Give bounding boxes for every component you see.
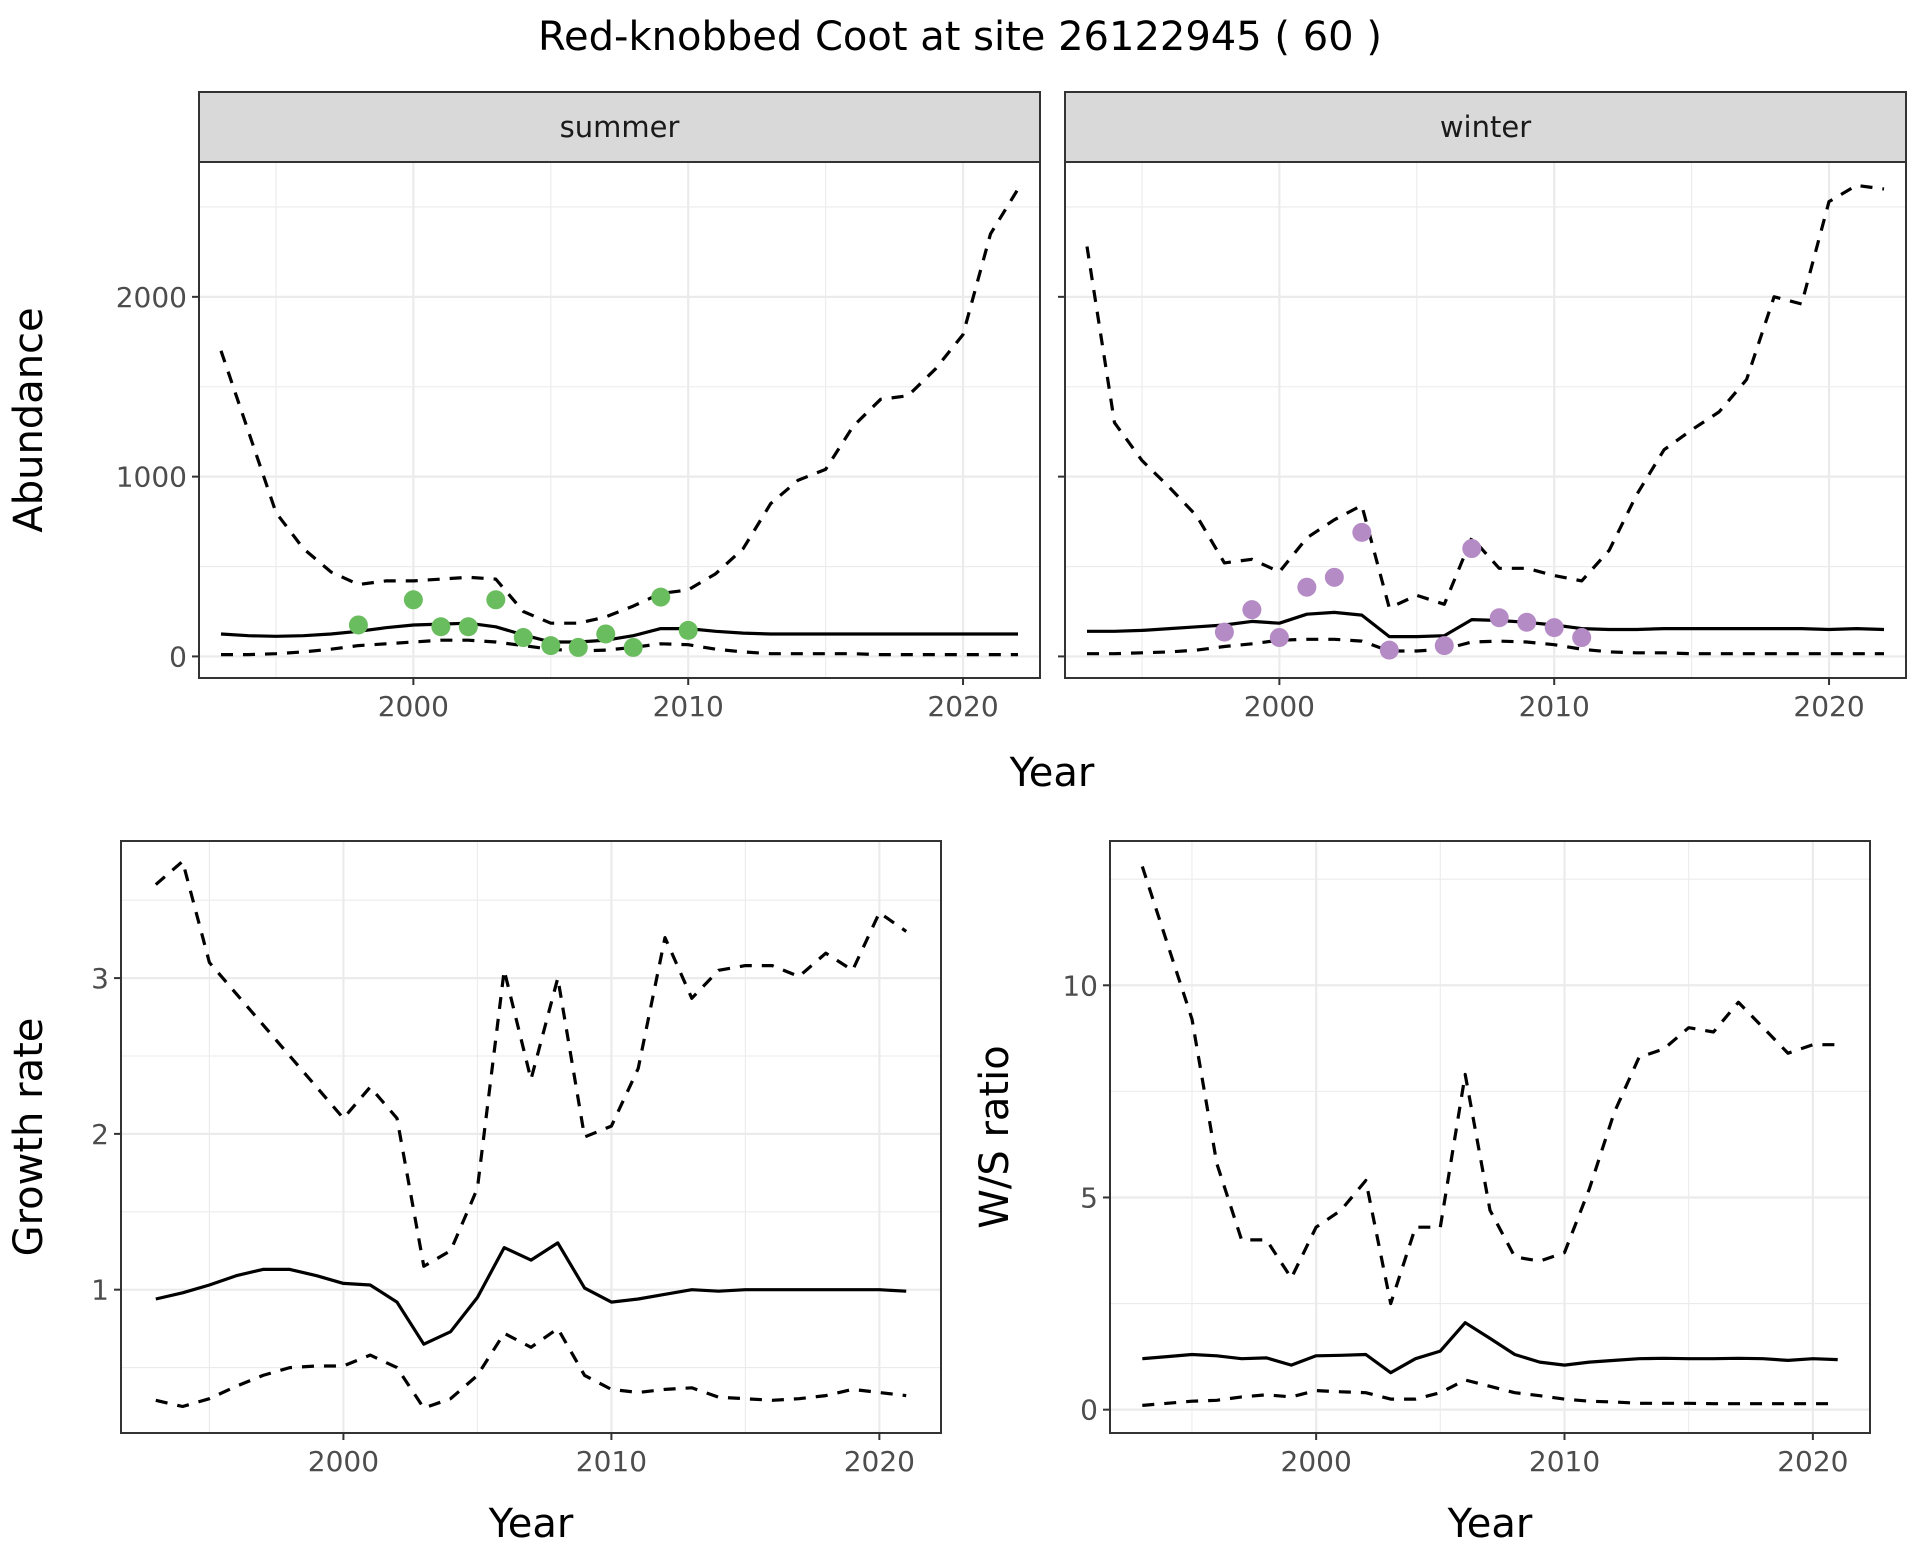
x-tick-label: 2010 xyxy=(576,1445,647,1478)
data-point xyxy=(348,615,368,635)
data-point xyxy=(1269,628,1289,648)
panel-growth: 2000 2010 2020 1 2 3 Growth rate Year xyxy=(6,840,942,1547)
data-point xyxy=(1489,608,1509,628)
y-axis-title: Growth rate xyxy=(6,1018,52,1257)
data-point xyxy=(1297,577,1317,597)
y-tick-label: 0 xyxy=(169,640,187,673)
y-tick-label: 10 xyxy=(1062,969,1098,1002)
panel-background xyxy=(1065,162,1906,678)
series-line-lower xyxy=(1087,637,1884,656)
facet-strip xyxy=(1064,91,1907,163)
panel-ws_ratio: 2000 2010 2020 0 5 10 W/S ratio Year xyxy=(972,840,1871,1547)
y-tick-label: 2000 xyxy=(116,281,187,314)
figure-title: Red-knobbed Coot at site 26122945 ( 60 ) xyxy=(538,14,1382,60)
data-point xyxy=(596,624,616,644)
series-line-lower xyxy=(221,638,1018,657)
y-tick-label: 2 xyxy=(91,1118,109,1151)
series-line-upper xyxy=(154,859,908,1268)
y-axis-title: W/S ratio xyxy=(972,1045,1018,1228)
data-point xyxy=(568,637,588,657)
x-tick-label: 2010 xyxy=(653,690,724,723)
series-line-upper xyxy=(1140,866,1838,1306)
x-tick-label: 2020 xyxy=(844,1445,915,1478)
x-tick-label: 2010 xyxy=(1519,690,1590,723)
data-point xyxy=(678,620,698,640)
data-point xyxy=(623,637,643,657)
y-tick-label: 3 xyxy=(91,962,109,995)
panel-background xyxy=(199,162,1040,678)
data-point xyxy=(1572,628,1592,648)
x-tick-label: 2000 xyxy=(308,1445,379,1478)
data-point xyxy=(513,628,533,648)
data-point xyxy=(458,617,478,637)
panel-winter: winter 2000 2010 2020 xyxy=(1058,91,1907,723)
y-tick-label: 1000 xyxy=(116,461,187,494)
panel-summer: summer 2000 2010 2020 0 1000 2000 Abundance xyxy=(6,91,1041,723)
panel-border xyxy=(120,840,942,1434)
x-tick-label: 2020 xyxy=(1793,690,1864,723)
x-axis-title: Year xyxy=(1447,1501,1533,1547)
data-point xyxy=(1379,640,1399,660)
x-tick-label: 2000 xyxy=(378,690,449,723)
data-point xyxy=(1462,539,1482,559)
data-point xyxy=(1324,567,1344,587)
data-point xyxy=(403,590,423,610)
data-point xyxy=(651,587,671,607)
data-point xyxy=(431,617,451,637)
y-tick-label: 1 xyxy=(91,1274,109,1307)
panel-background xyxy=(1110,841,1870,1433)
y-tick-label: 0 xyxy=(1080,1394,1098,1427)
series-line-lower xyxy=(1142,1378,1838,1407)
series-line-mean xyxy=(1142,1321,1838,1375)
x-tick-label: 2020 xyxy=(1777,1445,1848,1478)
data-point xyxy=(486,590,506,610)
panel-background xyxy=(121,841,941,1433)
top-x-axis-title: Year xyxy=(1009,750,1095,796)
facet-strip-label: summer xyxy=(560,110,680,144)
panel-border xyxy=(1109,840,1871,1434)
data-point xyxy=(1544,618,1564,638)
series-line-upper xyxy=(1085,183,1885,610)
data-point xyxy=(1242,600,1262,620)
y-axis-title: Abundance xyxy=(6,307,52,532)
x-tick-label: 2020 xyxy=(927,690,998,723)
facet-strip-label: winter xyxy=(1440,110,1531,144)
data-point xyxy=(1352,522,1372,542)
y-tick-label: 5 xyxy=(1080,1181,1098,1214)
data-point xyxy=(1214,622,1234,642)
data-point xyxy=(541,636,561,656)
x-tick-label: 2000 xyxy=(1244,690,1315,723)
series-line-lower xyxy=(155,1327,907,1410)
data-point xyxy=(1434,636,1454,656)
facet-strip xyxy=(198,91,1041,163)
x-tick-label: 2010 xyxy=(1529,1445,1600,1478)
x-tick-label: 2000 xyxy=(1281,1445,1352,1478)
x-axis-title: Year xyxy=(488,1501,574,1547)
data-point xyxy=(1517,612,1537,632)
series-line-mean xyxy=(155,1241,907,1346)
